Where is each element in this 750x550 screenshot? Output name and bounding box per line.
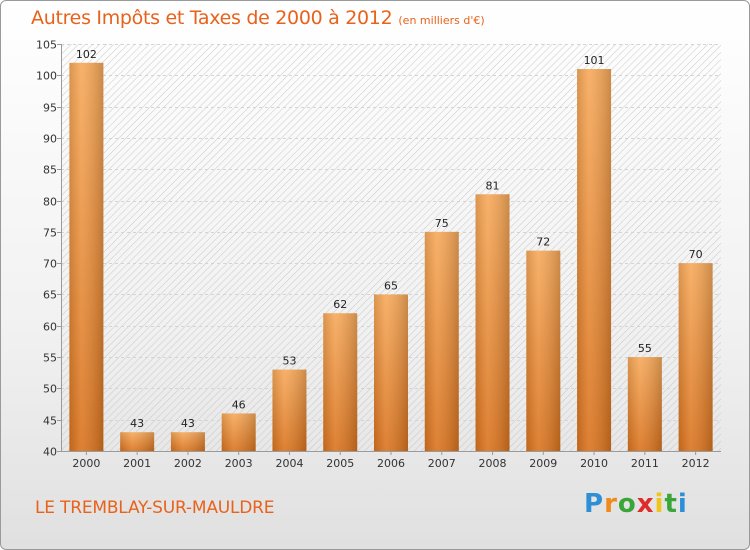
bar-shading	[221, 413, 256, 451]
x-tick-label: 2010	[580, 457, 608, 470]
bar-shading	[475, 194, 510, 451]
bar-shading	[374, 294, 408, 451]
y-tick-label: 65	[43, 289, 57, 302]
logo-letter: P	[584, 489, 605, 519]
bar-shading	[526, 250, 561, 451]
chart-title: Autres Impôts et Taxes de 2000 à 2012 (en…	[31, 7, 485, 29]
logo-letter: x	[636, 489, 655, 519]
y-tick-label: 60	[43, 321, 57, 334]
bar-value-label: 72	[536, 236, 550, 249]
bar-value-label: 46	[232, 398, 246, 411]
bar-shading	[170, 432, 205, 451]
y-tick-label: 85	[43, 164, 57, 177]
logo-letter: o	[617, 489, 637, 519]
commune-name: LE TREMBLAY-SUR-MAULDRE	[35, 498, 275, 518]
bar-shading	[627, 357, 662, 451]
y-tick-label: 50	[43, 383, 57, 396]
bar-shading	[323, 313, 358, 451]
logo-letter: t	[664, 489, 678, 519]
bar-value-label: 43	[130, 417, 144, 430]
bar-shading	[678, 263, 713, 451]
y-tick-label: 75	[43, 227, 57, 240]
bars-layer	[69, 62, 713, 452]
bar-value-label: 101	[584, 54, 605, 67]
x-tick-label: 2003	[225, 457, 253, 470]
y-tick-label: 70	[43, 258, 57, 271]
bar-value-label: 70	[689, 248, 703, 261]
bar-value-label: 55	[638, 342, 652, 355]
x-tick-label: 2006	[377, 457, 405, 470]
bar-value-label: 75	[435, 217, 449, 230]
y-tick-label: 95	[43, 102, 57, 115]
x-tick-label: 2009	[529, 457, 557, 470]
logo-letter: r	[604, 489, 618, 519]
y-tick-label: 105	[36, 39, 57, 52]
bar-shading	[69, 62, 104, 452]
x-tick-label: 2008	[479, 457, 507, 470]
bar-value-label: 62	[333, 298, 347, 311]
x-tick-label: 2012	[682, 457, 710, 470]
bar-value-label: 53	[282, 355, 296, 368]
x-tick-label: 2005	[326, 457, 354, 470]
proxiti-logo: Proxiti	[584, 489, 688, 519]
y-tick-label: 100	[36, 70, 57, 83]
bar-value-label: 43	[181, 417, 195, 430]
chart-subtitle: (en milliers d'€)	[398, 14, 485, 27]
bar-shading	[577, 69, 612, 452]
y-tick-label: 80	[43, 196, 57, 209]
bar-shading	[272, 369, 307, 451]
logo-letter: i	[677, 489, 688, 519]
labels-layer: 40 45 50 55 60 65 70 75 80 85 90 95 100 105 102 2000 43 2…	[36, 39, 710, 471]
bar-value-label: 81	[486, 179, 500, 192]
x-tick-label: 2002	[174, 457, 202, 470]
x-tick-label: 2001	[123, 457, 151, 470]
x-tick-label: 2007	[428, 457, 456, 470]
bar-value-label: 65	[384, 279, 398, 292]
y-tick-label: 55	[43, 352, 57, 365]
logo-letter: i	[654, 489, 665, 519]
y-tick-label: 40	[43, 446, 57, 459]
chart-title-text: Autres Impôts et Taxes de 2000 à 2012	[31, 7, 393, 29]
x-tick-label: 2004	[275, 457, 303, 470]
x-tick-label: 2011	[631, 457, 659, 470]
bar-shading	[120, 432, 155, 451]
x-tick-label: 2000	[72, 457, 100, 470]
bar-value-label: 102	[76, 48, 97, 61]
y-tick-label: 45	[43, 415, 57, 428]
y-tick-label: 90	[43, 133, 57, 146]
bar-shading	[424, 231, 459, 451]
